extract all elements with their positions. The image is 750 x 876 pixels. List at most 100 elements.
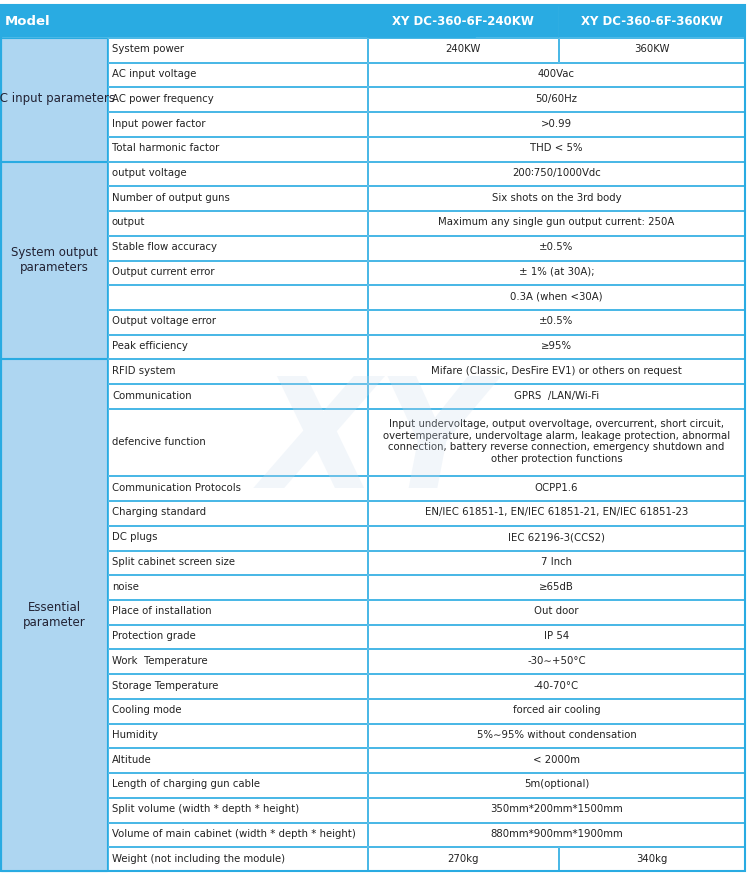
Text: >0.99: >0.99 [541, 118, 572, 129]
Text: Protection grade: Protection grade [112, 631, 196, 641]
Text: Split volume (width * depth * height): Split volume (width * depth * height) [112, 804, 299, 814]
Bar [108, 162, 367, 186]
Bar [368, 112, 745, 136]
Text: Length of charging gun cable: Length of charging gun cable [112, 780, 260, 789]
Text: ±0.5%: ±0.5% [539, 316, 574, 327]
Text: 5m(optional): 5m(optional) [524, 780, 590, 789]
Bar [368, 236, 745, 259]
Text: ≥95%: ≥95% [541, 341, 572, 351]
Text: < 2000m: < 2000m [533, 755, 580, 765]
Bar [368, 187, 745, 210]
Text: Weight (not including the module): Weight (not including the module) [112, 853, 285, 864]
Bar [368, 137, 745, 160]
Text: Stable flow accuracy: Stable flow accuracy [112, 242, 217, 252]
Bar [108, 286, 367, 309]
Bar [108, 847, 367, 871]
Bar [108, 699, 367, 723]
Text: XY DC-360-6F-240KW: XY DC-360-6F-240KW [392, 15, 534, 28]
Bar [368, 162, 745, 186]
Text: Mifare (Classic, DesFire EV1) or others on request: Mifare (Classic, DesFire EV1) or others … [431, 366, 682, 376]
Text: Six shots on the 3rd body: Six shots on the 3rd body [492, 193, 621, 202]
Text: ± 1% (at 30A);: ± 1% (at 30A); [519, 267, 594, 277]
Bar [368, 675, 745, 698]
Bar [1, 38, 107, 160]
Text: Output voltage error: Output voltage error [112, 316, 216, 327]
Text: 360KW: 360KW [634, 45, 670, 54]
Text: AC power frequency: AC power frequency [112, 94, 214, 104]
Bar [368, 211, 745, 235]
Bar [368, 501, 745, 525]
Text: XY: XY [261, 371, 489, 520]
Text: ±0.5%: ±0.5% [539, 242, 574, 252]
Bar [368, 385, 745, 408]
Bar [108, 211, 367, 235]
Bar [108, 38, 367, 61]
Bar [368, 699, 745, 723]
Text: Communication Protocols: Communication Protocols [112, 483, 241, 492]
Text: Cooling mode: Cooling mode [112, 705, 182, 716]
Bar [108, 409, 367, 476]
Text: Volume of main cabinet (width * depth * height): Volume of main cabinet (width * depth * … [112, 829, 356, 839]
Bar [559, 847, 745, 871]
Text: EN/IEC 61851-1, EN/IEC 61851-21, EN/IEC 61851-23: EN/IEC 61851-1, EN/IEC 61851-21, EN/IEC … [424, 507, 688, 518]
Text: Split cabinet screen size: Split cabinet screen size [112, 557, 235, 567]
Bar [368, 600, 745, 624]
Text: Storage Temperature: Storage Temperature [112, 681, 218, 690]
Text: ≥65dB: ≥65dB [539, 582, 574, 591]
Bar [108, 236, 367, 259]
Text: defencive function: defencive function [112, 436, 206, 447]
Text: output: output [112, 217, 146, 228]
Text: IEC 62196-3(CCS2): IEC 62196-3(CCS2) [508, 533, 605, 542]
Bar [108, 774, 367, 797]
Text: Model: Model [5, 15, 51, 28]
Text: RFID system: RFID system [112, 366, 176, 376]
Text: 5%∼95% without condensation: 5%∼95% without condensation [477, 730, 636, 740]
Bar [108, 550, 367, 575]
Bar [108, 576, 367, 599]
Text: forced air cooling: forced air cooling [513, 705, 600, 716]
Bar [368, 550, 745, 575]
Text: Charging standard: Charging standard [112, 507, 206, 518]
Bar [559, 6, 745, 37]
Bar [108, 675, 367, 698]
Text: Place of installation: Place of installation [112, 606, 212, 617]
Text: 240KW: 240KW [446, 45, 481, 54]
Text: 400Vac: 400Vac [538, 69, 575, 79]
Text: AC input parameters: AC input parameters [0, 92, 116, 105]
Bar [368, 798, 745, 822]
Bar [1, 162, 107, 358]
Bar [108, 798, 367, 822]
Bar [108, 112, 367, 136]
Bar [368, 260, 745, 285]
Text: 0.3A (when <30A): 0.3A (when <30A) [510, 292, 603, 301]
Text: AC input voltage: AC input voltage [112, 69, 196, 79]
Bar [108, 187, 367, 210]
Text: Output current error: Output current error [112, 267, 214, 277]
Bar [559, 38, 745, 61]
Bar [108, 649, 367, 673]
Text: Total harmonic factor: Total harmonic factor [112, 144, 219, 153]
Text: Work  Temperature: Work Temperature [112, 656, 208, 666]
Bar [368, 774, 745, 797]
Text: 50/60Hz: 50/60Hz [536, 94, 578, 104]
Text: Maximum any single gun output current: 250A: Maximum any single gun output current: 2… [438, 217, 675, 228]
Bar [108, 823, 367, 846]
Bar [108, 63, 367, 87]
Bar [108, 625, 367, 648]
Text: Number of output guns: Number of output guns [112, 193, 230, 202]
Text: System output
parameters: System output parameters [10, 245, 98, 273]
Bar [1, 359, 107, 871]
Text: -40-70°C: -40-70°C [534, 681, 579, 690]
Text: output voltage: output voltage [112, 168, 187, 178]
Bar [368, 576, 745, 599]
Text: IP 54: IP 54 [544, 631, 569, 641]
Text: -30∼+50°C: -30∼+50°C [527, 656, 586, 666]
Bar [108, 501, 367, 525]
Bar [108, 335, 367, 358]
Bar [368, 335, 745, 358]
Text: Out door: Out door [534, 606, 579, 617]
Text: Input undervoltage, output overvoltage, overcurrent, short circuit,
overtemperat: Input undervoltage, output overvoltage, … [383, 420, 730, 464]
Bar [368, 748, 745, 772]
Bar [108, 748, 367, 772]
Bar [108, 385, 367, 408]
